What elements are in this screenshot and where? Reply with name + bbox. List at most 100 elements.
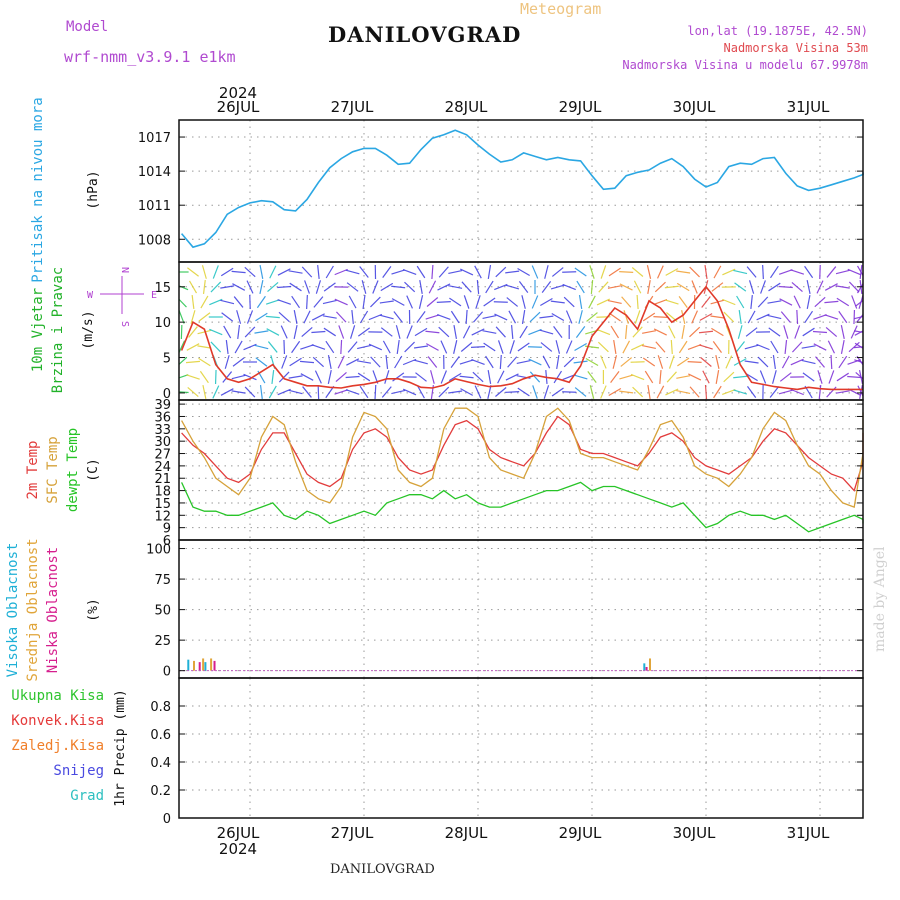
wind-barb — [349, 325, 356, 339]
ytick-label: 0 — [163, 387, 171, 402]
wind-barb — [380, 327, 393, 337]
precip-legend-4: Snijeg — [53, 763, 104, 779]
wind-barb — [348, 295, 357, 309]
wind-barb — [528, 328, 542, 336]
wind-barb — [368, 343, 383, 351]
wind-barb — [613, 339, 617, 355]
wind-barb — [653, 299, 668, 305]
wind-barb — [676, 282, 690, 292]
wind-barb — [528, 358, 542, 366]
wind-barb — [704, 384, 708, 400]
wind-barb — [725, 355, 733, 369]
wind-barb — [519, 325, 528, 339]
wind-barb — [450, 355, 460, 369]
wind-barb — [824, 283, 838, 291]
wind-barb — [670, 339, 673, 355]
wind-barb — [322, 299, 337, 305]
wind-barb — [243, 373, 257, 381]
wind-barb — [677, 357, 690, 367]
wind-barb — [255, 357, 268, 367]
wind-barb — [619, 271, 634, 273]
wind-barb — [801, 359, 816, 365]
wind-barb — [600, 385, 607, 399]
wind-barb — [859, 385, 863, 399]
wind-barb — [713, 265, 722, 279]
wind-barb — [198, 312, 211, 322]
cloud-bar — [204, 662, 207, 671]
wind-barb — [327, 355, 332, 369]
ytick-label: 15 — [154, 497, 171, 512]
wind-barb-field — [179, 264, 863, 400]
wind-barb — [380, 282, 394, 292]
wind-barb — [497, 370, 505, 384]
wind-barb — [517, 267, 530, 277]
wind-barb — [199, 370, 209, 384]
wind-barb — [303, 310, 311, 324]
wind-barb — [301, 266, 313, 278]
cloud-bar — [210, 658, 213, 671]
wind-barb — [529, 311, 541, 323]
wind-barb — [666, 371, 677, 383]
wind-barb — [607, 285, 622, 289]
wind-barb — [757, 296, 769, 308]
cloud-axis-label-2: Srednja Oblacnost — [25, 538, 41, 681]
wind-barb — [311, 330, 326, 334]
wind-barb — [772, 370, 777, 384]
wind-barb — [255, 312, 268, 322]
wind-barb — [801, 345, 816, 349]
wind-barb — [244, 326, 256, 338]
ytick-label: 1008 — [138, 233, 171, 248]
wind-barb — [311, 344, 326, 350]
wind-barb — [220, 299, 235, 305]
wind-barb — [495, 326, 506, 338]
model-name: wrf-nmm_v3.9.1 e1km — [64, 48, 236, 66]
wind-barb — [210, 281, 222, 293]
wind-barb — [699, 313, 713, 321]
wind-barb — [313, 296, 324, 308]
wind-barb — [678, 295, 688, 309]
wind-barb — [701, 296, 711, 308]
wind-barb — [723, 311, 735, 323]
wind-barb — [190, 310, 196, 324]
ytick-label: 6 — [163, 534, 171, 549]
ytick-label: 15 — [154, 281, 171, 296]
wind-barb — [259, 280, 264, 294]
wind-barb — [826, 266, 837, 278]
wind-barb — [289, 357, 302, 367]
wind-barb — [459, 359, 474, 365]
wind-barb — [665, 268, 679, 276]
wind-barb — [280, 325, 288, 339]
wind-barb — [608, 387, 622, 397]
wind-barb — [212, 385, 220, 399]
wind-barb — [482, 314, 497, 320]
precip-legend-5: Grad — [70, 788, 104, 804]
wind-barb — [589, 265, 595, 279]
wind-barb — [404, 341, 415, 353]
wind-barb — [596, 298, 610, 306]
series-sfc-temp-line — [181, 407, 864, 508]
wind-barb — [664, 299, 679, 305]
wind-barb — [715, 370, 720, 384]
wind-barb — [315, 280, 322, 294]
wind-barb — [428, 280, 437, 294]
panel-frame-temperature — [178, 399, 864, 541]
wind-barb — [734, 282, 747, 292]
wind-barb — [700, 357, 712, 367]
wind-barb — [359, 385, 369, 399]
wind-barb — [848, 281, 860, 293]
wind-barb — [337, 355, 345, 369]
wind-barb — [191, 294, 195, 310]
wind-barb — [278, 371, 290, 383]
wind-barb — [271, 369, 275, 385]
wind-barb — [402, 269, 417, 275]
wind-barb — [544, 265, 549, 279]
wind-barb — [854, 315, 863, 320]
wind-barb — [796, 309, 799, 325]
wind-barb — [781, 355, 790, 369]
wind-barb — [630, 373, 645, 381]
wind-barb — [733, 389, 748, 395]
wind-barb — [678, 340, 688, 354]
wind-barb — [851, 295, 858, 309]
wind-barb — [550, 284, 565, 290]
